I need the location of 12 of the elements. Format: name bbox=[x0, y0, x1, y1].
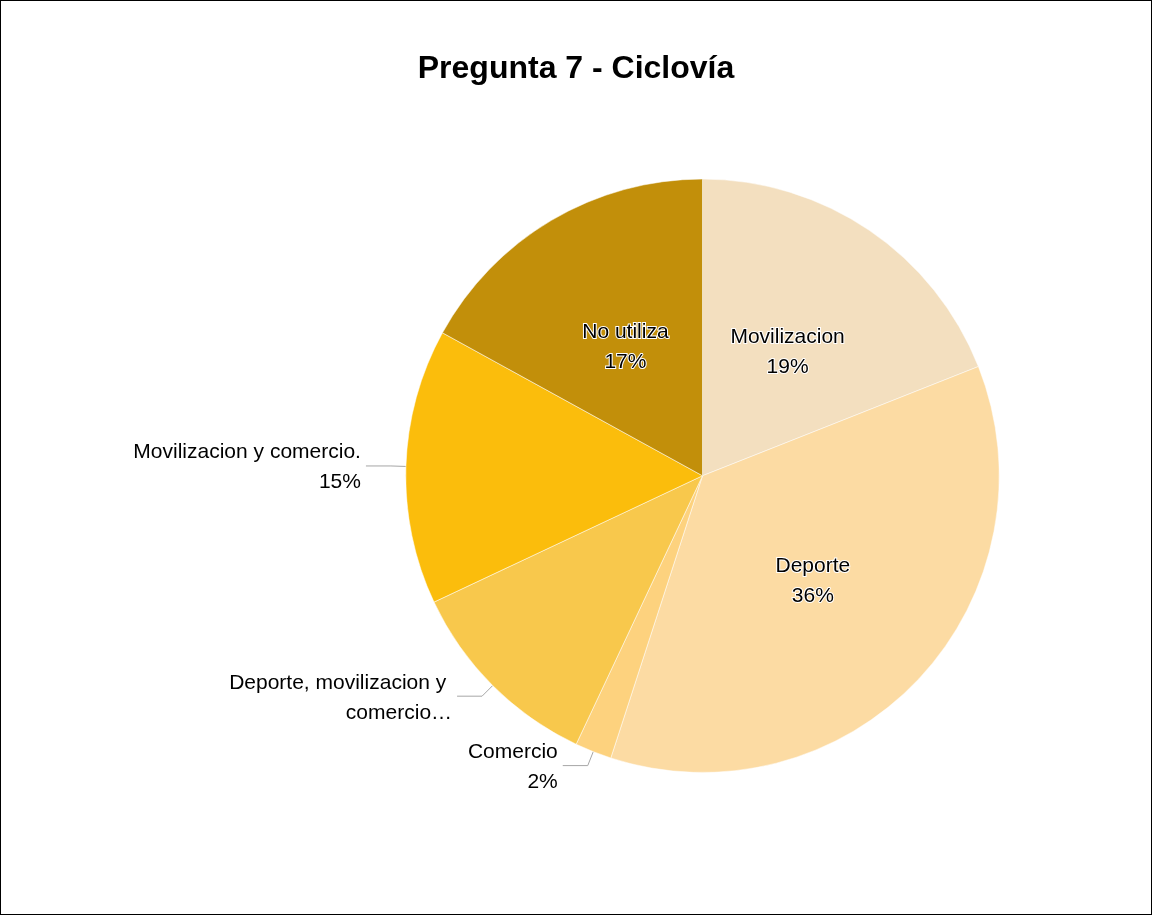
slice-label: No utiliza bbox=[582, 318, 669, 342]
data-label: 17% bbox=[604, 348, 647, 372]
slice-label: Deporte bbox=[775, 552, 851, 576]
data-label: 2% bbox=[527, 769, 558, 793]
data-label: 36% bbox=[791, 582, 834, 606]
chart-title: Pregunta 7 - Ciclovía bbox=[417, 49, 735, 85]
data-label: 15% bbox=[318, 469, 361, 493]
slice-label: Comercio bbox=[467, 739, 558, 763]
data-label: 19% bbox=[766, 354, 809, 378]
slice-label: Deporte, movilizacion y comercio… bbox=[229, 669, 453, 723]
slice-label: Movilizacion y comercio. bbox=[133, 439, 361, 463]
slice-label: Movilizacion bbox=[730, 324, 845, 348]
